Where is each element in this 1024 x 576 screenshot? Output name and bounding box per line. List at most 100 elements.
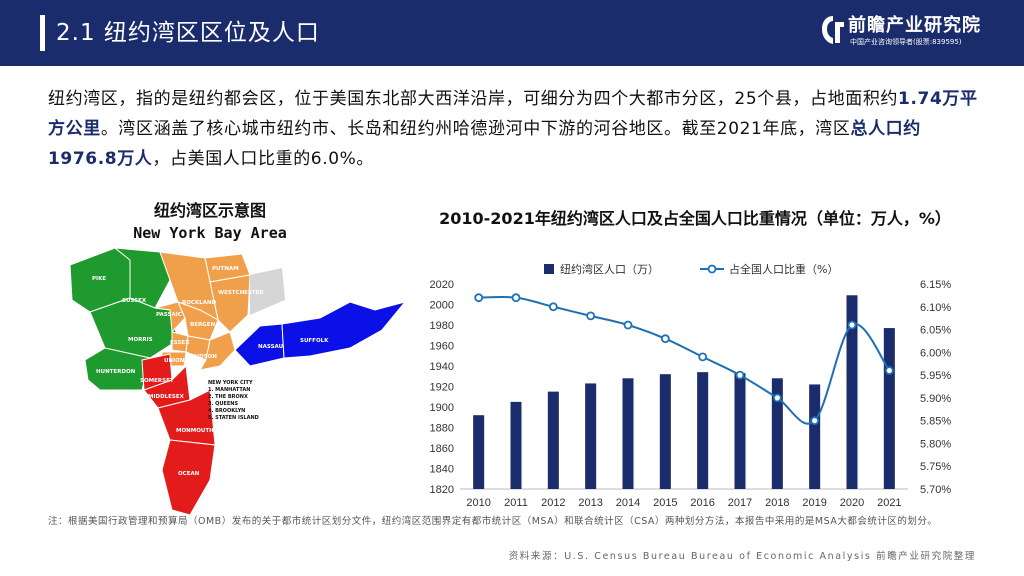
chart-title: 2010-2021年纽约湾区人口及占全国人口比重情况（单位：万人，%） (439, 209, 951, 228)
y-right-tick-label: 5.80% (920, 438, 951, 450)
map-title-en: New York Bay Area (133, 224, 287, 242)
label-middlesex: MIDDLESEX (148, 394, 185, 400)
legend-bar-swatch (544, 264, 554, 274)
footnote: 注：根据美国行政管理和预算局（OMB）发布的关于都市统计区划分文件，纽约湾区范围… (48, 516, 938, 527)
nyc-legend-item: 1. MANHATTAN (208, 387, 250, 393)
intro-text-3: ，占美国人口比重的6.0%。 (152, 149, 374, 169)
page-title: 2.1 纽约湾区区位及人口 (56, 20, 320, 46)
line-point (698, 352, 708, 362)
logo-icon (822, 16, 844, 44)
bar (547, 391, 559, 489)
y-right-tick-label: 6.10% (920, 302, 951, 314)
map-title: 纽约湾区示意图 New York Bay Area (110, 200, 310, 244)
bar (809, 384, 821, 489)
line-point (623, 320, 633, 330)
x-tick-label: 2015 (653, 497, 677, 509)
y-left-tick-label: 1980 (430, 320, 454, 332)
x-tick-label: 2013 (578, 497, 602, 509)
label-passaic: PASSAIC (156, 312, 182, 318)
intro-paragraph: 纽约湾区，指的是纽约都会区，位于美国东北部大西洋沿岸，可细分为四个大都市分区，2… (48, 84, 988, 174)
line-point (586, 311, 596, 321)
line-point (810, 416, 820, 426)
intro-text-1: 纽约湾区，指的是纽约都会区，位于美国东北部大西洋沿岸，可细分为四个大都市分区，2… (48, 89, 899, 109)
label-union: UNION (164, 358, 185, 364)
label-sussex: SUSSEX (122, 298, 147, 304)
line-point (548, 302, 558, 312)
x-tick-label: 2018 (765, 497, 789, 509)
bar (622, 378, 634, 489)
logo-subtitle: 中国产业咨询领导者(股票:839595) (850, 38, 962, 46)
intro-highlight-population: 总人口约1976.8万人 (48, 119, 921, 169)
nyc-legend-item: 3. QUEENS (208, 401, 238, 407)
y-left-tick-label: 1860 (430, 443, 454, 455)
y-left-tick-label: 1820 (430, 484, 454, 496)
bar (697, 372, 709, 489)
page-header: 2.1 纽约湾区区位及人口 前瞻产业研究院 中国产业咨询领导者(股票:83959… (0, 0, 1024, 66)
region-passaic (154, 301, 186, 334)
legend-line-label: 占全国人口比重（%） (729, 262, 838, 276)
y-right-tick-label: 5.70% (920, 484, 951, 496)
nyc-legend-item: 5. STATEN ISLAND (208, 415, 259, 421)
bar (846, 295, 858, 489)
y-left-tick-label: 1920 (430, 382, 454, 394)
line-point (660, 334, 670, 344)
bar (473, 415, 485, 489)
bar (659, 374, 671, 489)
data-source: 资料来源：U.S. Census Bureau Bureau of Econom… (508, 551, 976, 562)
y-left-tick-label: 1960 (430, 341, 454, 353)
region-nyc (198, 331, 236, 371)
x-tick-label: 2011 (504, 497, 528, 509)
region-monmouth (157, 389, 216, 446)
x-tick-label: 2019 (802, 497, 826, 509)
line-point (772, 393, 782, 403)
label-nassau: NASSAU (258, 344, 283, 350)
bar (510, 401, 522, 489)
y-left-tick-label: 1840 (430, 464, 454, 476)
y-right-tick-label: 6.00% (920, 347, 951, 359)
series-line (478, 295, 891, 425)
label-westchester: WESTCHESTER (218, 290, 264, 296)
label-bergen: BERGEN (190, 322, 215, 328)
y-right-tick-label: 6.05% (920, 325, 951, 337)
y-right-tick-label: 5.85% (920, 416, 951, 428)
logo-name: 前瞻产业研究院 (848, 15, 981, 36)
line-point (735, 370, 745, 380)
region-hunterdon (84, 347, 151, 391)
y-left-tick-label: 1900 (430, 402, 454, 414)
bar (734, 373, 746, 489)
label-pike: PIKE (92, 276, 106, 282)
y-left-tick-label: 1940 (430, 361, 454, 373)
population-chart: 1820 1840 1860 1880 1900 1920 1940 1960 1980 2000… (430, 262, 952, 509)
y-left-tick-label: 2000 (430, 300, 454, 312)
y-right-tick-label: 5.90% (920, 393, 951, 405)
bar (883, 328, 895, 489)
region-ocean (161, 439, 216, 516)
line-point (884, 366, 894, 375)
x-tick-label: 2016 (690, 497, 714, 509)
intro-text-2: 。湾区涵盖了核心城市纽约市、长岛和纽约州哈德逊河中下游的河谷地区。截至2021年… (100, 119, 851, 139)
line-point (847, 320, 857, 330)
label-rockland: ROCKLAND (182, 300, 217, 306)
x-tick-label: 2017 (728, 497, 752, 509)
y-left-tick-label: 2020 (430, 279, 454, 291)
line-point (474, 293, 484, 303)
label-essex: ESSEX (170, 340, 190, 346)
region-other-land (250, 268, 285, 315)
label-putnam: PUTNAM (212, 266, 239, 272)
legend-line-marker (707, 264, 717, 274)
label-hunterdon: HUNTERDON (96, 369, 136, 375)
label-somerset: SOMERSET (140, 378, 174, 384)
bar (771, 378, 783, 489)
bar (585, 383, 597, 489)
y-right-tick-label: 5.75% (920, 461, 951, 473)
legend-bar-label: 纽约湾区人口（万） (560, 262, 659, 276)
nyc-legend-item: 2. THE BRONX (208, 394, 248, 400)
label-ocean: OCEAN (178, 471, 200, 477)
y-left-tick-label: 1880 (430, 423, 454, 435)
label-monmouth: MONMOUTH (176, 428, 214, 434)
title-accent-bar (40, 15, 45, 51)
region-middlesex (143, 364, 191, 409)
map-title-cn: 纽约湾区示意图 (153, 201, 266, 220)
intro-highlight-area: 1.74万平方公里 (48, 89, 978, 139)
label-suffolk: SUFFOLK (300, 338, 329, 344)
